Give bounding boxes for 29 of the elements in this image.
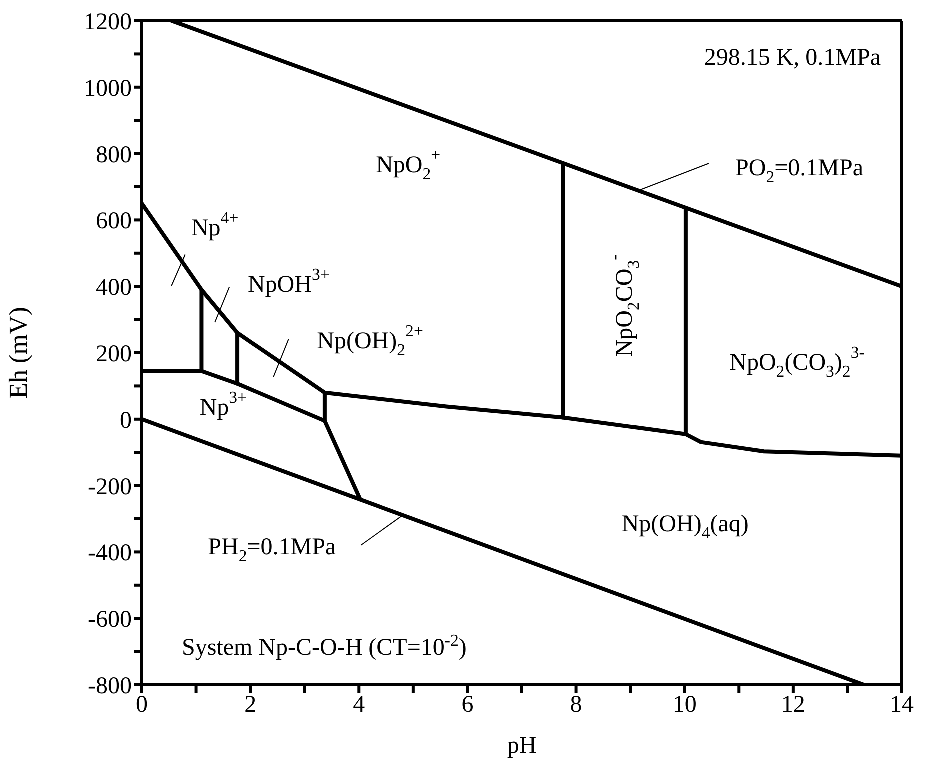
x-tick-label: 4: [353, 692, 366, 718]
annotation: Np$^{4+}$: [191, 208, 239, 241]
y-tick-label: -600: [88, 607, 132, 634]
y-tick-label: -400: [88, 540, 132, 567]
x-tick-label: 12: [781, 692, 806, 718]
x-tick-label: 2: [244, 692, 257, 718]
y-tick-label: 600: [96, 208, 132, 235]
annotation: PH$_{2}$=0.1MPa: [208, 534, 336, 566]
annotation: 298.15 K, 0.1MPa: [704, 45, 882, 71]
x-tick-label: 8: [570, 692, 582, 718]
y-tick-label: 1000: [84, 76, 132, 102]
x-tick-label: 14: [890, 692, 914, 718]
y-tick-label: -800: [88, 674, 132, 700]
y-tick-label: 800: [96, 142, 132, 168]
x-tick-label: 0: [136, 692, 148, 718]
annotation: System Np-C-O-H (CT=10$^{-2}$): [182, 630, 467, 661]
y-axis-title: Eh (mV): [4, 307, 34, 399]
annotation: Np$^{3+}$: [200, 388, 248, 421]
x-tick-label: 6: [462, 692, 474, 718]
x-axis-title: pH: [507, 733, 537, 759]
y-tick-label: 1200: [84, 10, 132, 36]
annotation: PO$_{2}$=0.1MPa: [736, 155, 864, 187]
y-tick-label: 400: [96, 275, 132, 302]
annotation: Np(OH)$_{4}$(aq): [622, 510, 749, 543]
y-tick-label: -200: [88, 474, 132, 500]
annotation: NpOH$^{3+}$: [248, 265, 330, 298]
x-tick-label: 10: [672, 692, 697, 718]
y-tick-label: 200: [96, 342, 132, 368]
y-tick-label: 0: [120, 408, 132, 434]
